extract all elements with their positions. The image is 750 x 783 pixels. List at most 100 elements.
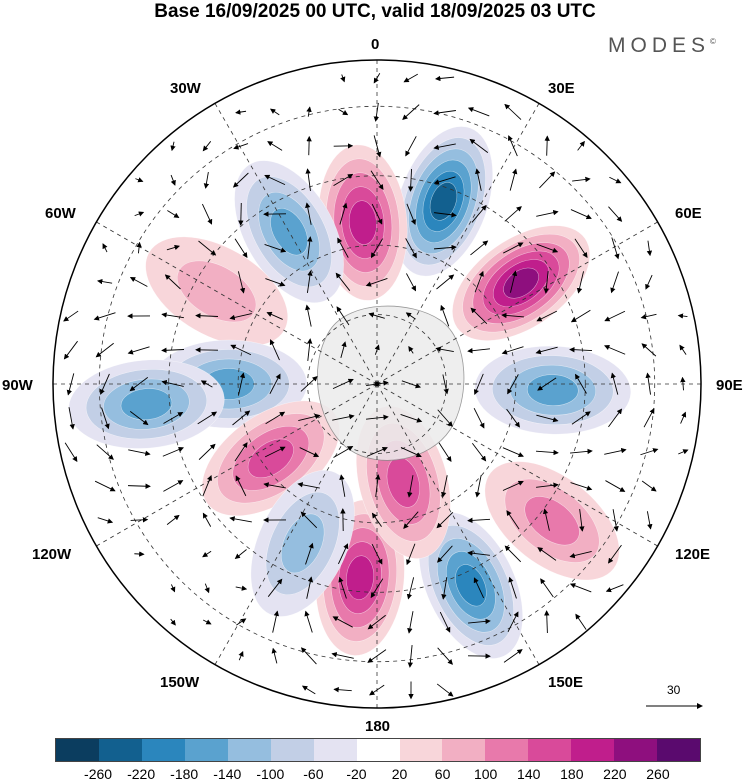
colorbar-segment [356, 739, 400, 761]
meridian-line [376, 221, 658, 385]
wind-vector [507, 135, 518, 157]
colorbar-segment [270, 739, 314, 761]
wind-vector [473, 407, 485, 429]
wind-vector [401, 380, 421, 389]
wind-vector [96, 444, 114, 460]
wind-vector [307, 338, 313, 361]
wind-vector [570, 482, 593, 491]
colorbar-tick-label: 260 [646, 766, 670, 782]
wind-vector [407, 645, 414, 668]
colorbar-tick-label: -20 [346, 766, 367, 782]
wind-vector [510, 270, 518, 293]
wind-vector [129, 411, 149, 426]
lon-label-30w: 30W [170, 80, 201, 97]
wind-vector [645, 372, 651, 395]
wind-vector [238, 202, 244, 226]
wind-vector [468, 618, 491, 625]
wind-vector [677, 313, 688, 319]
wind-vector [503, 242, 524, 254]
wind-vector [128, 449, 151, 456]
wind-vector [542, 508, 550, 531]
wind-vector [202, 512, 212, 527]
antarctica-land [317, 305, 465, 461]
wind-vector [230, 344, 252, 356]
wind-vector [406, 273, 416, 292]
wind-vector [473, 577, 485, 599]
lon-label-60w: 60W [45, 205, 76, 222]
wind-vector [235, 109, 247, 115]
wind-vector [237, 271, 246, 294]
wind-vector [640, 448, 659, 456]
wind-vector [467, 517, 491, 524]
colorbar-segment [442, 739, 486, 761]
wind-vector [235, 475, 247, 497]
wind-vector [304, 610, 313, 633]
lon-label-0: 0 [371, 36, 380, 53]
wind-vector [332, 414, 355, 421]
wind-vector [469, 138, 489, 153]
brand-mark: © [710, 37, 716, 46]
wind-vector [170, 141, 176, 152]
wind-vector [95, 342, 114, 358]
wind-vector [475, 475, 482, 498]
wind-vector [442, 374, 449, 395]
lon-label-150e: 150E [548, 674, 584, 691]
wind-vector [570, 309, 591, 323]
wind-vector [470, 240, 489, 256]
wind-vector [167, 210, 180, 218]
wind-vector [544, 135, 550, 156]
map-title: Base 16/09/2025 00 UTC, valid 18/09/2025… [154, 1, 596, 22]
wind-vector [339, 202, 348, 225]
wind-vector [129, 376, 149, 392]
wind-vector [297, 482, 320, 489]
wind-vector [197, 411, 218, 425]
wind-vector [238, 372, 246, 395]
wind-vector [604, 344, 626, 355]
wind-vector [569, 583, 592, 593]
colorbar-segment [657, 739, 701, 761]
wind-vector [434, 212, 457, 218]
wind-vector [645, 274, 653, 290]
wind-vector [134, 551, 145, 557]
wind-vector [306, 270, 313, 293]
wind-vector [338, 576, 347, 599]
wind-vector [576, 271, 584, 294]
wind-vector [507, 374, 519, 395]
wind-vector [234, 549, 247, 560]
lon-label-30e: 30E [548, 80, 575, 97]
wind-vector [102, 243, 108, 253]
wind-vector [368, 312, 385, 319]
latitude-circle [98, 105, 656, 663]
wind-vector [333, 686, 352, 693]
wind-vector [264, 446, 286, 458]
wind-vector [537, 547, 557, 561]
wind-vector [403, 73, 418, 83]
wind-vector [405, 312, 416, 320]
wind-vector [202, 619, 212, 625]
wind-vector [433, 110, 456, 116]
wind-vector [501, 312, 524, 319]
wind-vector [366, 414, 389, 420]
wind-vector [374, 344, 380, 355]
wind-vector [161, 312, 184, 319]
colorbar-tick-label: -180 [170, 766, 199, 782]
wind-vector [300, 375, 318, 392]
wind-vector [643, 408, 655, 428]
wind-vector [438, 442, 452, 462]
wind-vector [435, 346, 454, 353]
meridian-line [214, 103, 378, 385]
wind-vector [680, 411, 687, 424]
wind-vector [502, 447, 524, 458]
wind-vector [405, 136, 417, 157]
wind-vector [369, 684, 385, 696]
wind-vector [264, 244, 287, 253]
wind-vector [503, 649, 523, 663]
anomaly-center [250, 470, 355, 617]
wind-vector [467, 550, 490, 556]
wind-vector [467, 107, 490, 117]
wind-vector [506, 408, 520, 428]
wind-vector [646, 511, 653, 530]
colorbar-tick-label: -220 [127, 766, 156, 782]
wind-vector [202, 474, 212, 497]
colorbar-tick-label: -100 [256, 766, 285, 782]
